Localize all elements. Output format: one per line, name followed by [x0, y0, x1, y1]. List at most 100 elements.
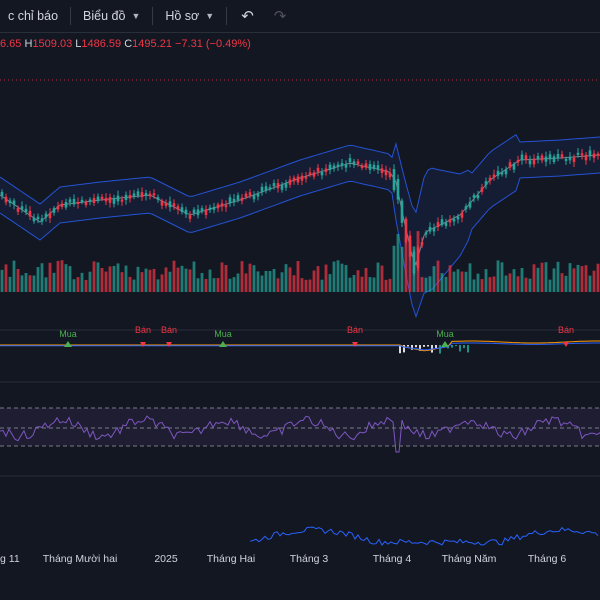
candles — [0, 146, 600, 276]
candle-body — [564, 158, 568, 161]
candle-body — [56, 206, 60, 210]
volume-bar — [532, 264, 536, 292]
candle-body — [428, 226, 432, 232]
volume-bar — [120, 272, 124, 292]
candle-body — [144, 193, 148, 196]
candle-body — [424, 232, 428, 235]
volume-bar — [592, 270, 596, 292]
candle-body — [532, 158, 536, 165]
candle-body — [572, 157, 576, 163]
volume-bar — [472, 279, 476, 292]
macd-histogram-bar — [467, 345, 469, 353]
candle-body — [164, 202, 168, 206]
signal-marker-buy: Mua — [436, 329, 454, 347]
volume-bar — [124, 265, 128, 292]
volume-bar — [36, 267, 40, 292]
volume-bar — [452, 271, 456, 292]
candle-body — [568, 156, 572, 161]
volume-bar — [144, 268, 148, 292]
candle-body — [344, 164, 348, 168]
candle-body — [204, 209, 208, 216]
volume-bar — [268, 270, 272, 292]
volume-bar — [148, 269, 152, 292]
candle-body — [236, 195, 240, 201]
volume-bar — [64, 264, 68, 292]
candle-body — [272, 183, 276, 187]
buy-arrow-icon — [441, 341, 449, 347]
macd-line — [0, 340, 600, 352]
low-key: L — [75, 38, 82, 50]
x-axis-label: g 11 — [0, 553, 20, 565]
volume-bar — [52, 272, 56, 292]
volume-bar — [72, 279, 76, 292]
candle-body — [28, 210, 32, 217]
candle-body — [284, 182, 288, 188]
volume-bar — [272, 269, 276, 292]
volume-bar — [464, 271, 468, 292]
volume-bar — [380, 265, 384, 292]
chart-menu-button[interactable]: Biểu đồ ▼ — [75, 0, 148, 32]
candle-body — [524, 155, 528, 160]
indicators-button[interactable]: c chỉ báo — [0, 0, 66, 32]
volume-bar — [368, 277, 372, 292]
volume-bar — [408, 239, 412, 292]
volume-bar — [496, 260, 500, 292]
candle-body — [136, 191, 140, 196]
candle-body — [180, 207, 184, 213]
macd-histogram-bar — [463, 345, 465, 349]
volume-bar — [388, 278, 392, 292]
volume-bar — [204, 278, 208, 292]
redo-icon[interactable]: ↷ — [273, 8, 287, 25]
candle-body — [112, 197, 116, 204]
candle-body — [544, 156, 548, 162]
candle-body — [388, 172, 392, 178]
volume-bar — [220, 262, 224, 292]
candle-body — [480, 187, 484, 192]
candle-body — [468, 201, 472, 208]
candle-body — [60, 203, 64, 207]
volume-bar — [564, 275, 568, 292]
volume-bar — [276, 278, 280, 292]
volume-bar — [168, 271, 172, 292]
volume-bar — [232, 277, 236, 292]
undo-icon[interactable]: ↶ — [241, 8, 254, 25]
candle-body — [64, 202, 68, 208]
candle-body — [140, 192, 144, 198]
open-value: 6.65 — [0, 38, 22, 50]
volume-bar — [420, 277, 424, 292]
candle-body — [76, 201, 80, 205]
volume-bar — [264, 270, 268, 292]
volume-bar — [424, 277, 428, 292]
candle-body — [96, 196, 100, 202]
x-axis-label: Tháng 3 — [290, 553, 329, 565]
volume-bar — [176, 267, 180, 292]
volume-bar — [476, 273, 480, 292]
volume-bar — [244, 273, 248, 292]
volume-bar — [500, 262, 504, 292]
bollinger-bands — [0, 133, 600, 319]
candle-body — [460, 212, 464, 218]
volume-bar — [308, 279, 312, 292]
candle-body — [548, 154, 552, 160]
volume-bar — [112, 265, 116, 292]
candle-body — [488, 177, 492, 181]
volume-bar — [392, 245, 396, 292]
macd-histogram-bar — [407, 345, 409, 347]
close-value: 1495.21 — [132, 38, 172, 50]
candle-body — [172, 203, 176, 207]
candle-body — [36, 216, 40, 220]
volume-bar — [488, 277, 492, 292]
profile-menu-button[interactable]: Hồ sơ ▼ — [157, 0, 222, 32]
volume-bar — [136, 266, 140, 292]
candle-body — [320, 172, 324, 176]
signal-marker-sell: Bán — [161, 325, 177, 347]
rsi-line — [0, 415, 600, 453]
macd-histogram-bar — [459, 345, 461, 352]
volume-bar — [200, 272, 204, 292]
volume-bar — [8, 276, 12, 292]
candle-body — [364, 163, 368, 168]
signal-marker-sell: Bán — [347, 325, 363, 347]
toolbar-divider — [152, 7, 154, 25]
candle-body — [184, 209, 188, 215]
